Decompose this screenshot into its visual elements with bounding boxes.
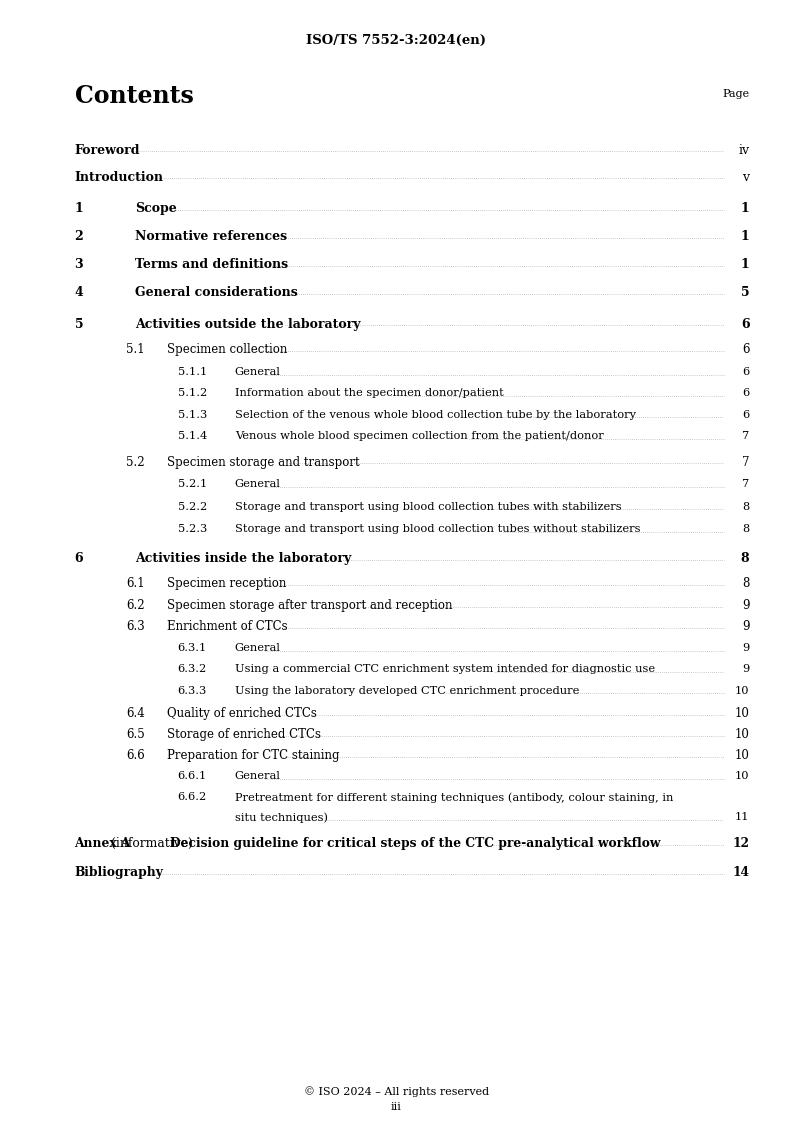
Text: 6.5: 6.5 bbox=[126, 728, 145, 742]
Text: Decision guideline for critical steps of the CTC pre-analytical workflow: Decision guideline for critical steps of… bbox=[170, 837, 661, 850]
Text: 5.2.3: 5.2.3 bbox=[178, 524, 207, 534]
Text: 1: 1 bbox=[741, 258, 749, 272]
Text: 10: 10 bbox=[734, 728, 749, 742]
Text: Activities outside the laboratory: Activities outside the laboratory bbox=[135, 318, 360, 331]
Text: Scope: Scope bbox=[135, 202, 177, 215]
Text: 12: 12 bbox=[733, 837, 749, 850]
Text: General: General bbox=[235, 479, 281, 489]
Text: 5.2: 5.2 bbox=[126, 456, 144, 469]
Text: 6: 6 bbox=[742, 410, 749, 420]
Text: 5: 5 bbox=[75, 318, 83, 331]
Text: Enrichment of CTCs: Enrichment of CTCs bbox=[167, 620, 288, 634]
Text: 10: 10 bbox=[734, 749, 749, 763]
Text: Storage of enriched CTCs: Storage of enriched CTCs bbox=[167, 728, 321, 742]
Text: 6.4: 6.4 bbox=[126, 707, 145, 720]
Text: 8: 8 bbox=[742, 502, 749, 512]
Text: Activities inside the laboratory: Activities inside the laboratory bbox=[135, 552, 351, 565]
Text: 5.1.4: 5.1.4 bbox=[178, 431, 207, 441]
Text: v: v bbox=[742, 171, 749, 184]
Text: Specimen storage after transport and reception: Specimen storage after transport and rec… bbox=[167, 599, 453, 613]
Text: 5.1: 5.1 bbox=[126, 343, 144, 357]
Text: General: General bbox=[235, 771, 281, 781]
Text: © ISO 2024 – All rights reserved: © ISO 2024 – All rights reserved bbox=[304, 1086, 489, 1097]
Text: Specimen reception: Specimen reception bbox=[167, 577, 287, 590]
Text: 6: 6 bbox=[742, 343, 749, 357]
Text: iii: iii bbox=[391, 1102, 402, 1112]
Text: Specimen storage and transport: Specimen storage and transport bbox=[167, 456, 360, 469]
Text: Quality of enriched CTCs: Quality of enriched CTCs bbox=[167, 707, 317, 720]
Text: 5.1.3: 5.1.3 bbox=[178, 410, 207, 420]
Text: 5.2.2: 5.2.2 bbox=[178, 502, 207, 512]
Text: 6.6.1: 6.6.1 bbox=[178, 771, 207, 781]
Text: situ techniques): situ techniques) bbox=[235, 812, 328, 822]
Text: 9: 9 bbox=[742, 599, 749, 613]
Text: General considerations: General considerations bbox=[135, 286, 297, 300]
Text: Specimen collection: Specimen collection bbox=[167, 343, 288, 357]
Text: 6: 6 bbox=[742, 367, 749, 377]
Text: Foreword: Foreword bbox=[75, 144, 140, 157]
Text: 8: 8 bbox=[742, 577, 749, 590]
Text: 7: 7 bbox=[742, 431, 749, 441]
Text: Storage and transport using blood collection tubes without stabilizers: Storage and transport using blood collec… bbox=[235, 524, 640, 534]
Text: 6.3.2: 6.3.2 bbox=[178, 664, 207, 674]
Text: 9: 9 bbox=[742, 620, 749, 634]
Text: Introduction: Introduction bbox=[75, 171, 163, 184]
Text: General: General bbox=[235, 643, 281, 653]
Text: 14: 14 bbox=[733, 866, 749, 880]
Text: 1: 1 bbox=[75, 202, 83, 215]
Text: 10: 10 bbox=[735, 686, 749, 696]
Text: 6.1: 6.1 bbox=[126, 577, 144, 590]
Text: 2: 2 bbox=[75, 230, 83, 243]
Text: 1: 1 bbox=[741, 202, 749, 215]
Text: 10: 10 bbox=[735, 771, 749, 781]
Text: 6: 6 bbox=[742, 388, 749, 398]
Text: 11: 11 bbox=[735, 812, 749, 822]
Text: ISO/TS 7552-3:2024(en): ISO/TS 7552-3:2024(en) bbox=[307, 34, 486, 47]
Text: 6: 6 bbox=[75, 552, 83, 565]
Text: 4: 4 bbox=[75, 286, 83, 300]
Text: 5.2.1: 5.2.1 bbox=[178, 479, 207, 489]
Text: Contents: Contents bbox=[75, 84, 193, 108]
Text: 5.1.2: 5.1.2 bbox=[178, 388, 207, 398]
Text: Annex A: Annex A bbox=[75, 837, 131, 850]
Text: 3: 3 bbox=[75, 258, 83, 272]
Text: 8: 8 bbox=[742, 524, 749, 534]
Text: Terms and definitions: Terms and definitions bbox=[135, 258, 288, 272]
Text: Storage and transport using blood collection tubes with stabilizers: Storage and transport using blood collec… bbox=[235, 502, 622, 512]
Text: Page: Page bbox=[722, 89, 749, 99]
Text: Using a commercial CTC enrichment system intended for diagnostic use: Using a commercial CTC enrichment system… bbox=[235, 664, 655, 674]
Text: 6.3: 6.3 bbox=[126, 620, 145, 634]
Text: 6: 6 bbox=[741, 318, 749, 331]
Text: iv: iv bbox=[738, 144, 749, 157]
Text: Selection of the venous whole blood collection tube by the laboratory: Selection of the venous whole blood coll… bbox=[235, 410, 636, 420]
Text: Venous whole blood specimen collection from the patient/donor: Venous whole blood specimen collection f… bbox=[235, 431, 603, 441]
Text: 9: 9 bbox=[742, 664, 749, 674]
Text: General: General bbox=[235, 367, 281, 377]
Text: (informative): (informative) bbox=[111, 837, 193, 850]
Text: 6.3.1: 6.3.1 bbox=[178, 643, 207, 653]
Text: 9: 9 bbox=[742, 643, 749, 653]
Text: 5: 5 bbox=[741, 286, 749, 300]
Text: Pretreatment for different staining techniques (antibody, colour staining, in: Pretreatment for different staining tech… bbox=[235, 792, 673, 802]
Text: 6.2: 6.2 bbox=[126, 599, 144, 613]
Text: 6.6.2: 6.6.2 bbox=[178, 792, 207, 802]
Text: 7: 7 bbox=[742, 456, 749, 469]
Text: 6.6: 6.6 bbox=[126, 749, 145, 763]
Text: 7: 7 bbox=[742, 479, 749, 489]
Text: Information about the specimen donor/patient: Information about the specimen donor/pat… bbox=[235, 388, 504, 398]
Text: Bibliography: Bibliography bbox=[75, 866, 163, 880]
Text: 1: 1 bbox=[741, 230, 749, 243]
Text: 8: 8 bbox=[741, 552, 749, 565]
Text: Using the laboratory developed CTC enrichment procedure: Using the laboratory developed CTC enric… bbox=[235, 686, 579, 696]
Text: Normative references: Normative references bbox=[135, 230, 287, 243]
Text: Preparation for CTC staining: Preparation for CTC staining bbox=[167, 749, 340, 763]
Text: 10: 10 bbox=[734, 707, 749, 720]
Text: 6.3.3: 6.3.3 bbox=[178, 686, 207, 696]
Text: 5.1.1: 5.1.1 bbox=[178, 367, 207, 377]
